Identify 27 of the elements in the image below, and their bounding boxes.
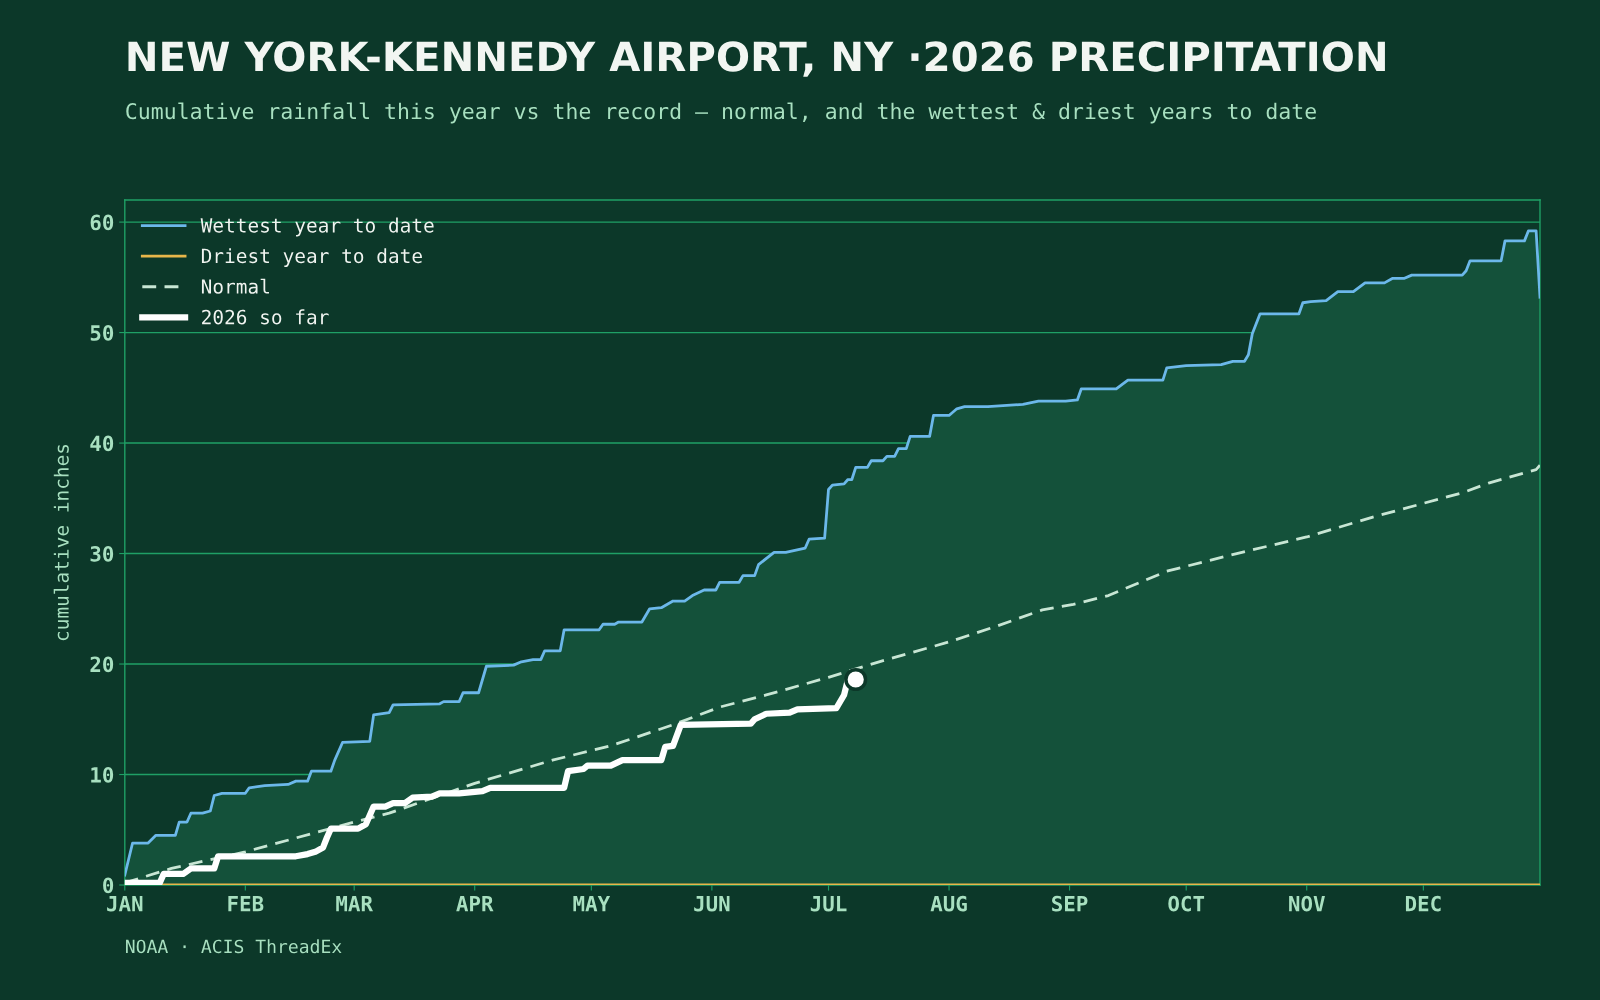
legend-label: Wettest year to date <box>200 217 434 237</box>
y-tick-label: 60 <box>90 214 114 231</box>
y-axis-title: cumulative inches <box>53 444 69 641</box>
legend-label: 2026 so far <box>202 309 329 325</box>
x-tick-label: JUN <box>694 896 730 912</box>
x-tick-label: DEC <box>1405 895 1441 912</box>
y-tick-label: 40 <box>90 435 114 452</box>
y-tick-label: 0 <box>103 877 114 894</box>
text: NOAA · ACIS ThreadEx <box>126 939 342 954</box>
x-tick-label: OCT <box>1168 895 1205 912</box>
y-tick-label: 20 <box>90 656 114 673</box>
x-tick-label: MAY <box>573 896 611 912</box>
y-tick-label: 10 <box>91 766 114 783</box>
x-tick-label: FEB <box>228 896 264 912</box>
x-tick-label: SEP <box>1052 895 1088 912</box>
x-tick-label: MAR <box>336 896 373 912</box>
x-tick-label: JUL <box>810 896 847 912</box>
x-tick-label: APR <box>456 896 494 912</box>
chart-title: NEW YORK-KENNEDY AIRPORT, NY ·2026 PRECIPITATION <box>128 41 1385 77</box>
x-tick-label: NOV <box>1289 895 1325 912</box>
y-tick-label: 50 <box>90 325 114 341</box>
x-tick-label: JAN <box>107 896 143 912</box>
chart-subtitle: Cumulative rainfall this year vs the record — normal, and the wettest & driest years to date <box>126 102 1316 124</box>
x-tick-label: AUG <box>930 895 967 912</box>
y-tick-label: 30 <box>90 546 114 562</box>
legend-label: Driest year to date <box>201 248 422 268</box>
legend-label: Normal <box>201 278 269 294</box>
